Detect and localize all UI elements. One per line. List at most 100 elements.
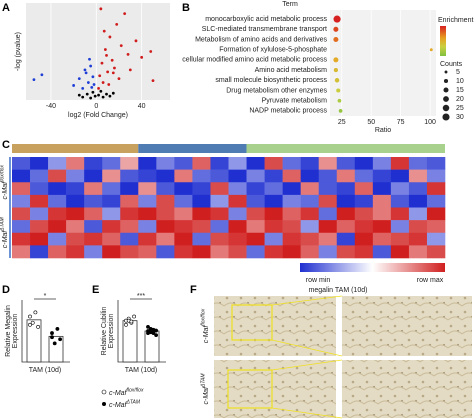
heatmap-cell: [210, 245, 229, 259]
heatmap-cell: [354, 207, 374, 221]
column-group-bar: [246, 144, 445, 153]
heatmap-cell: [426, 220, 446, 234]
panel-label: C: [2, 139, 10, 151]
point: [111, 71, 115, 75]
point: [99, 7, 103, 11]
heatmap-cell: [390, 169, 410, 183]
point: [81, 95, 85, 99]
heatmap-cell: [12, 232, 31, 246]
heatmap-cell: [210, 157, 229, 170]
bar-chart: Relative Cubilin Expression *** TAM (10d): [101, 293, 166, 374]
heatmap-cell: [120, 245, 139, 259]
superscript: flox/flox: [0, 165, 6, 182]
heatmap-cell: [156, 232, 175, 246]
heatmap-cell: [138, 220, 157, 234]
heatmap-cell: [102, 245, 121, 259]
size-key: [442, 113, 450, 121]
heatmap-cell: [390, 207, 410, 221]
dot: [334, 78, 340, 83]
term-label: Metabolism of amino acids and derivative…: [195, 36, 327, 43]
gene: c-Maf: [109, 402, 128, 409]
heatmap-cell: [156, 169, 175, 183]
heatmap-cell: [372, 245, 392, 259]
dot: [333, 36, 339, 43]
heatmap-cell: [408, 194, 428, 208]
data-point: [55, 327, 60, 331]
heatmap-cell: [174, 232, 193, 246]
heatmap-cell: [174, 157, 193, 170]
data-point: [33, 310, 38, 315]
heatmap-cell: [318, 169, 338, 183]
term-header: Term: [282, 1, 298, 8]
size-label: 10: [456, 78, 464, 85]
heatmap-cell: [138, 194, 157, 208]
heatmap-cell: [372, 157, 392, 170]
point: [108, 94, 112, 98]
x-axis-label: Ratio: [375, 127, 391, 134]
heatmap-cell: [300, 194, 320, 208]
heatmap-cell: [300, 232, 320, 246]
data-point: [52, 341, 57, 346]
heatmap-cell: [228, 182, 247, 196]
heatmap-cell: [372, 232, 392, 246]
heatmap-cell: [12, 245, 31, 259]
point: [126, 53, 130, 56]
superscript: ΔTAM: [0, 216, 6, 231]
heatmap-cell: [30, 182, 49, 196]
point: [91, 75, 95, 79]
heatmap-cell: [156, 245, 175, 259]
significance: *: [44, 293, 47, 300]
point: [86, 81, 90, 84]
point: [140, 55, 144, 59]
panel-label: F: [190, 284, 197, 296]
data-point: [50, 335, 54, 340]
heatmap-cell: [66, 182, 85, 196]
zoom-box: [227, 369, 273, 409]
y-axis-label: Relative Megalin: [5, 305, 12, 357]
heatmap-cell: [318, 207, 338, 221]
point: [98, 74, 102, 78]
heatmap-cell: [354, 245, 374, 259]
heatmap-cell: [120, 220, 139, 234]
heatmap-cell: [210, 207, 229, 221]
heatmap-cell: [120, 194, 139, 208]
dot: [333, 68, 338, 73]
column-group-bar: [12, 144, 139, 153]
heatmap-cell: [66, 157, 85, 170]
heatmap-cell: [48, 245, 67, 259]
size-label: 5: [456, 69, 460, 76]
heatmap-cell: [318, 182, 338, 196]
heatmap-cell: [228, 232, 247, 246]
heatmap-cell: [408, 207, 428, 221]
x-tick-label: 40: [138, 103, 146, 110]
heatmap-cell: [282, 194, 301, 208]
point: [149, 50, 153, 53]
heatmap-cell: [66, 194, 85, 208]
heatmap-cell: [246, 220, 265, 234]
heatmap-cell: [102, 182, 121, 196]
heatmap-cell: [246, 194, 265, 208]
panel-label: B: [182, 2, 190, 14]
heatmap-cell: [372, 169, 392, 183]
size-label: 30: [456, 114, 464, 121]
gene: c-Maf: [109, 390, 128, 397]
legend-title: Counts: [440, 61, 463, 68]
point: [84, 71, 88, 75]
heatmap-cell: [192, 182, 211, 196]
panel-label: D: [2, 284, 10, 296]
point: [89, 96, 93, 100]
heatmap-cell: [192, 194, 211, 208]
scale-min: row min: [306, 277, 331, 284]
heatmap-cell: [156, 207, 175, 221]
size-key: [443, 78, 449, 84]
heatmap-cell: [354, 169, 374, 183]
heatmap-cell: [408, 245, 428, 259]
heatmap-cell: [282, 169, 301, 183]
heatmap-cell: [264, 194, 283, 208]
superscript: flox/flox: [127, 388, 144, 394]
heatmap-cell: [408, 157, 428, 170]
point: [119, 44, 123, 48]
dot-plot: Term 25 50 75 100 monocarboxylic acid metabol…: [182, 1, 473, 134]
data-point: [132, 314, 137, 319]
bar: [122, 320, 138, 363]
